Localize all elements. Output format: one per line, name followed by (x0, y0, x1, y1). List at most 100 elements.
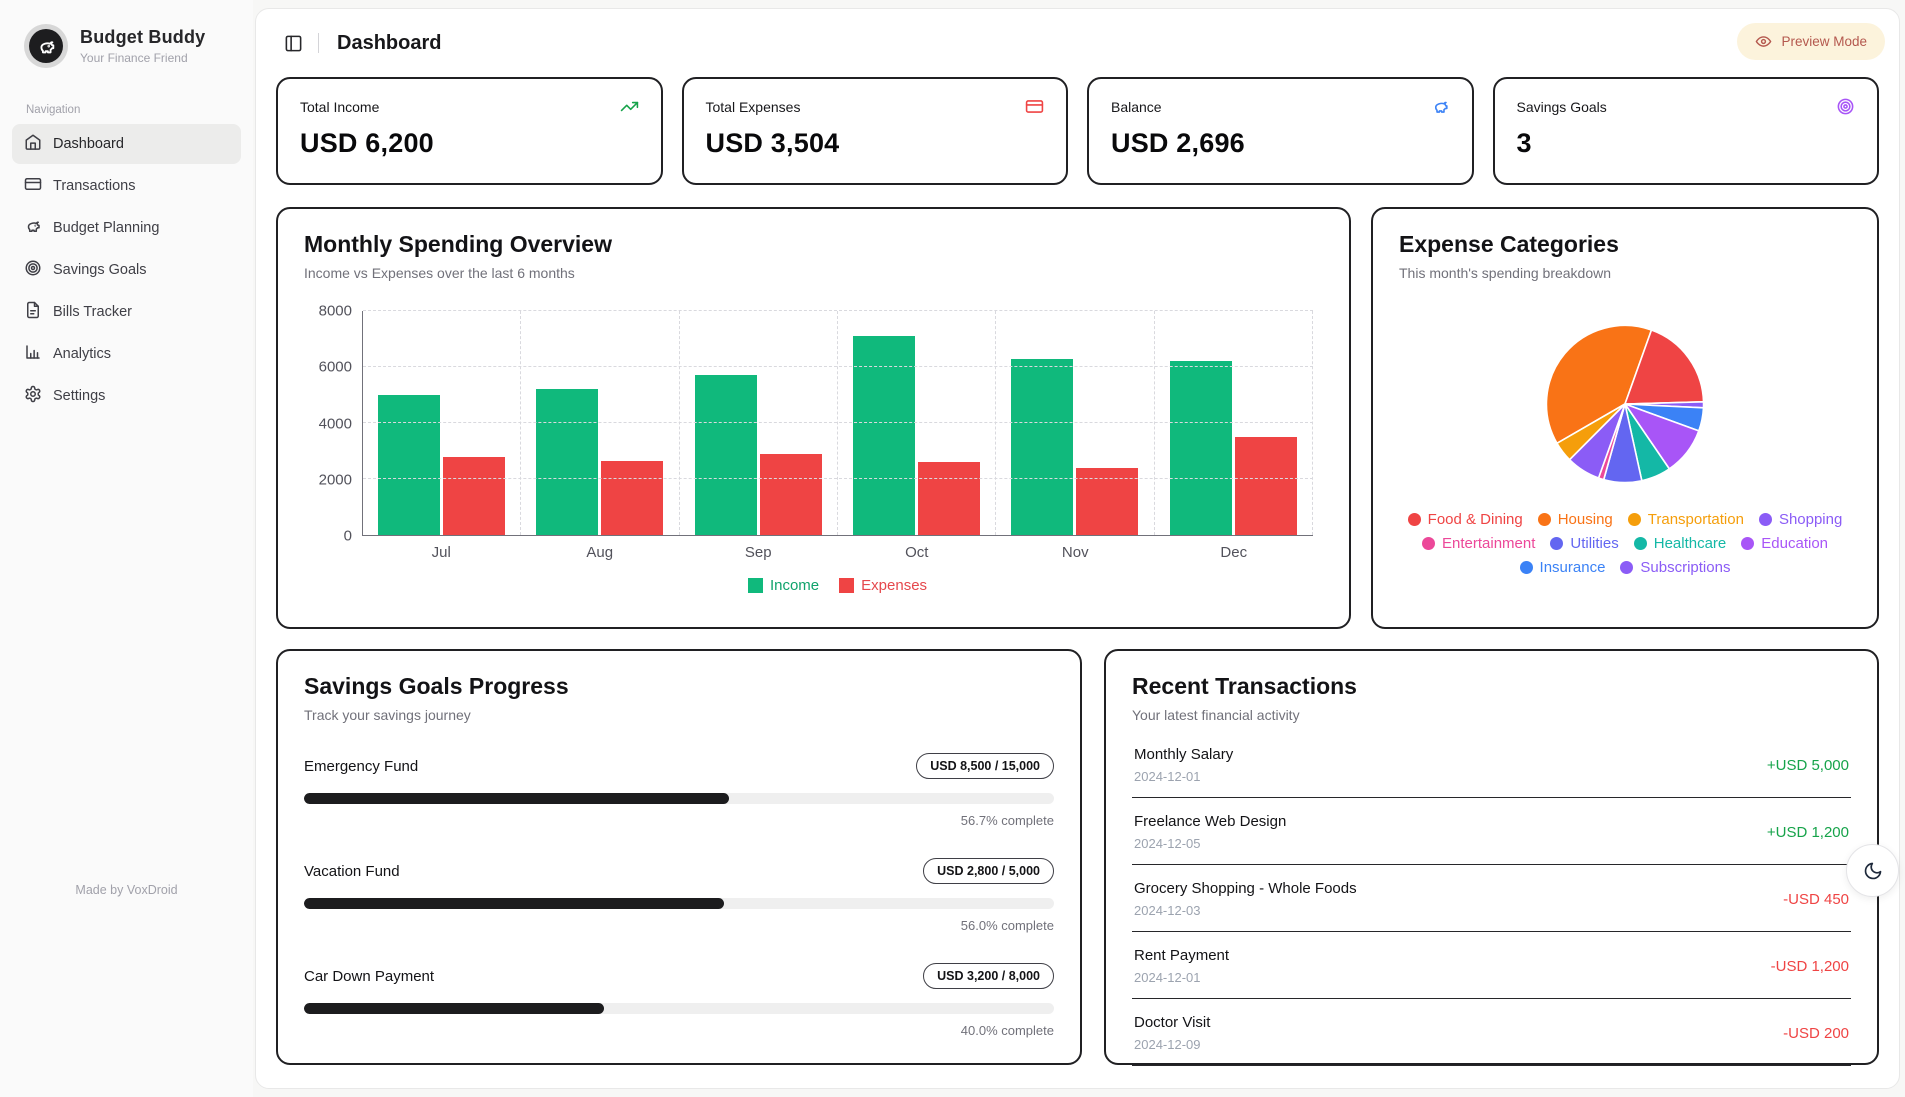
sidebar-item-transactions[interactable]: Transactions (12, 166, 241, 206)
pie-legend-item-entertainment: Entertainment (1422, 535, 1535, 552)
goal-amount-badge: USD 2,800 / 5,000 (923, 858, 1054, 884)
legend-dot (1407, 513, 1421, 526)
legend-label: Shopping (1778, 511, 1843, 528)
goal-name: Car Down Payment (304, 967, 435, 985)
sidebar-item-analytics[interactable]: Analytics (12, 334, 241, 374)
sidebar-item-settings[interactable]: Settings (12, 376, 241, 416)
gridline (363, 478, 1313, 479)
bar-chart-x-axis: Jul Aug Sep Oct Nov Dec (362, 536, 1313, 561)
bar-chart-subtitle: Income vs Expenses over the last 6 month… (304, 265, 575, 281)
transaction-amount: +USD 5,000 (1766, 756, 1849, 774)
recent-transactions-card: Recent Transactions Your latest financia… (1104, 649, 1879, 1066)
x-tick-label: Aug (586, 544, 614, 561)
piggy-bank-icon (24, 217, 42, 239)
transaction-name: Freelance Web Design (1134, 813, 1287, 830)
goal-name: Vacation Fund (304, 862, 400, 880)
legend-label: Insurance (1539, 559, 1606, 576)
transaction-name: Doctor Visit (1134, 1014, 1211, 1031)
transaction-row: Grocery Shopping - Whole Foods 2024-12-03… (1132, 865, 1851, 932)
transaction-row: Doctor Visit 2024-12-09 -USD 200 (1132, 999, 1851, 1066)
bar-group-aug (521, 311, 680, 535)
goals-title: Savings Goals Progress (304, 673, 569, 699)
monthly-spending-card: Monthly Spending Overview Income vs Expe… (276, 207, 1351, 629)
stat-value: USD 2,696 (1111, 128, 1245, 158)
transactions-title: Recent Transactions (1132, 673, 1357, 699)
stat-card-total-expenses: Total Expenses USD 3,504 (681, 77, 1068, 185)
main-panel: Dashboard Preview Mode Total Income USD … (255, 8, 1900, 1089)
legend-label: Education (1761, 535, 1828, 552)
sidebar-item-label: Bills Tracker (53, 304, 132, 320)
transaction-amount: -USD 200 (1783, 1024, 1849, 1042)
income-bar-aug (536, 389, 599, 535)
legend-swatch (747, 578, 763, 593)
bar-group-dec (1155, 311, 1313, 535)
transaction-amount: +USD 1,200 (1766, 823, 1849, 841)
goal-car-down-payment: Car Down Payment USD 3,200 / 8,000 40.0%… (304, 963, 1054, 1038)
y-tick-label: 4000 (318, 415, 352, 432)
goal-percent-label: 56.0% complete (960, 918, 1054, 933)
sidebar-item-dashboard[interactable]: Dashboard (12, 124, 241, 164)
goals-subtitle: Track your savings journey (304, 707, 471, 723)
stat-card-balance: Balance USD 2,696 (1087, 77, 1474, 185)
bar-group-jul (363, 311, 522, 535)
transaction-row: Rent Payment 2024-12-01 -USD 1,200 (1132, 932, 1851, 999)
pie-slice-transportation (1556, 403, 1626, 461)
credit-card-icon (24, 175, 42, 197)
credit-card-icon (1025, 97, 1044, 116)
income-bar-nov (1011, 358, 1074, 535)
transaction-date: 2024-12-09 (1134, 1037, 1201, 1052)
goal-progress-bar (304, 1003, 1054, 1014)
pie-legend-item-insurance: Insurance (1519, 559, 1606, 576)
legend-item-expenses: Expenses (839, 577, 927, 594)
stat-value: 3 (1516, 128, 1532, 158)
transaction-info: Monthly Salary 2024-12-01 (1134, 746, 1233, 784)
y-tick-label: 2000 (318, 471, 352, 489)
preview-mode-badge[interactable]: Preview Mode (1737, 23, 1885, 60)
goal-progress-bar (304, 898, 1054, 909)
sidebar-item-savings-goals[interactable]: Savings Goals (12, 250, 241, 290)
bar-chart-title: Monthly Spending Overview (304, 231, 612, 257)
pie-legend-item-food-dining: Food & Dining (1407, 511, 1523, 528)
legend-dot (1741, 537, 1755, 550)
dark-mode-toggle-button[interactable] (1846, 844, 1899, 897)
savings-goals-card: Savings Goals Progress Track your saving… (276, 649, 1082, 1065)
sidebar-nav: Dashboard Transactions Budget Planning S… (10, 124, 243, 416)
pie-chart-title: Expense Categories (1399, 231, 1619, 257)
sidebar-toggle-icon[interactable] (280, 30, 306, 56)
sidebar-item-label: Settings (53, 388, 106, 404)
gridline (363, 366, 1313, 367)
transaction-info: Rent Payment 2024-12-01 (1134, 947, 1229, 985)
goal-vacation-fund: Vacation Fund USD 2,800 / 5,000 56.0% co… (304, 858, 1054, 933)
sidebar-item-label: Analytics (53, 346, 112, 362)
transaction-date: 2024-12-01 (1134, 769, 1201, 784)
stat-label: Total Expenses (705, 98, 801, 115)
expenses-bar-oct (918, 462, 981, 535)
transaction-date: 2024-12-03 (1134, 903, 1201, 918)
bar-chart-plot (362, 310, 1313, 536)
y-tick-label: 6000 (318, 358, 352, 376)
pie-legend-item-healthcare: Healthcare (1633, 535, 1726, 552)
stat-value: USD 3,504 (705, 128, 840, 158)
target-icon (24, 259, 42, 281)
legend-label: Housing (1557, 511, 1613, 528)
transaction-row: Monthly Salary 2024-12-01 +USD 5,000 (1132, 731, 1851, 798)
x-tick-label: Sep (744, 544, 772, 561)
pie-legend-item-transportation: Transportation (1627, 511, 1744, 528)
pie-legend-item-shopping: Shopping (1758, 511, 1843, 528)
sidebar-item-label: Transactions (53, 178, 136, 194)
sidebar-item-budget-planning[interactable]: Budget Planning (12, 208, 241, 248)
transaction-info: Doctor Visit 2024-12-09 (1134, 1014, 1210, 1052)
gridline (363, 310, 1313, 311)
legend-dot (1627, 513, 1641, 526)
transaction-date: 2024-12-05 (1134, 836, 1201, 851)
gear-icon (24, 385, 42, 407)
goal-amount-badge: USD 3,200 / 8,000 (923, 963, 1054, 989)
x-tick-label: Dec (1220, 544, 1248, 561)
sidebar-item-label: Savings Goals (53, 262, 147, 278)
income-bar-oct (853, 336, 916, 535)
x-tick-label: Jul (431, 544, 451, 561)
legend-item-income: Income (747, 577, 819, 594)
pie-chart (1545, 324, 1705, 484)
goal-amount-badge: USD 8,500 / 15,000 (916, 753, 1054, 779)
sidebar-item-bills-tracker[interactable]: Bills Tracker (12, 292, 241, 332)
